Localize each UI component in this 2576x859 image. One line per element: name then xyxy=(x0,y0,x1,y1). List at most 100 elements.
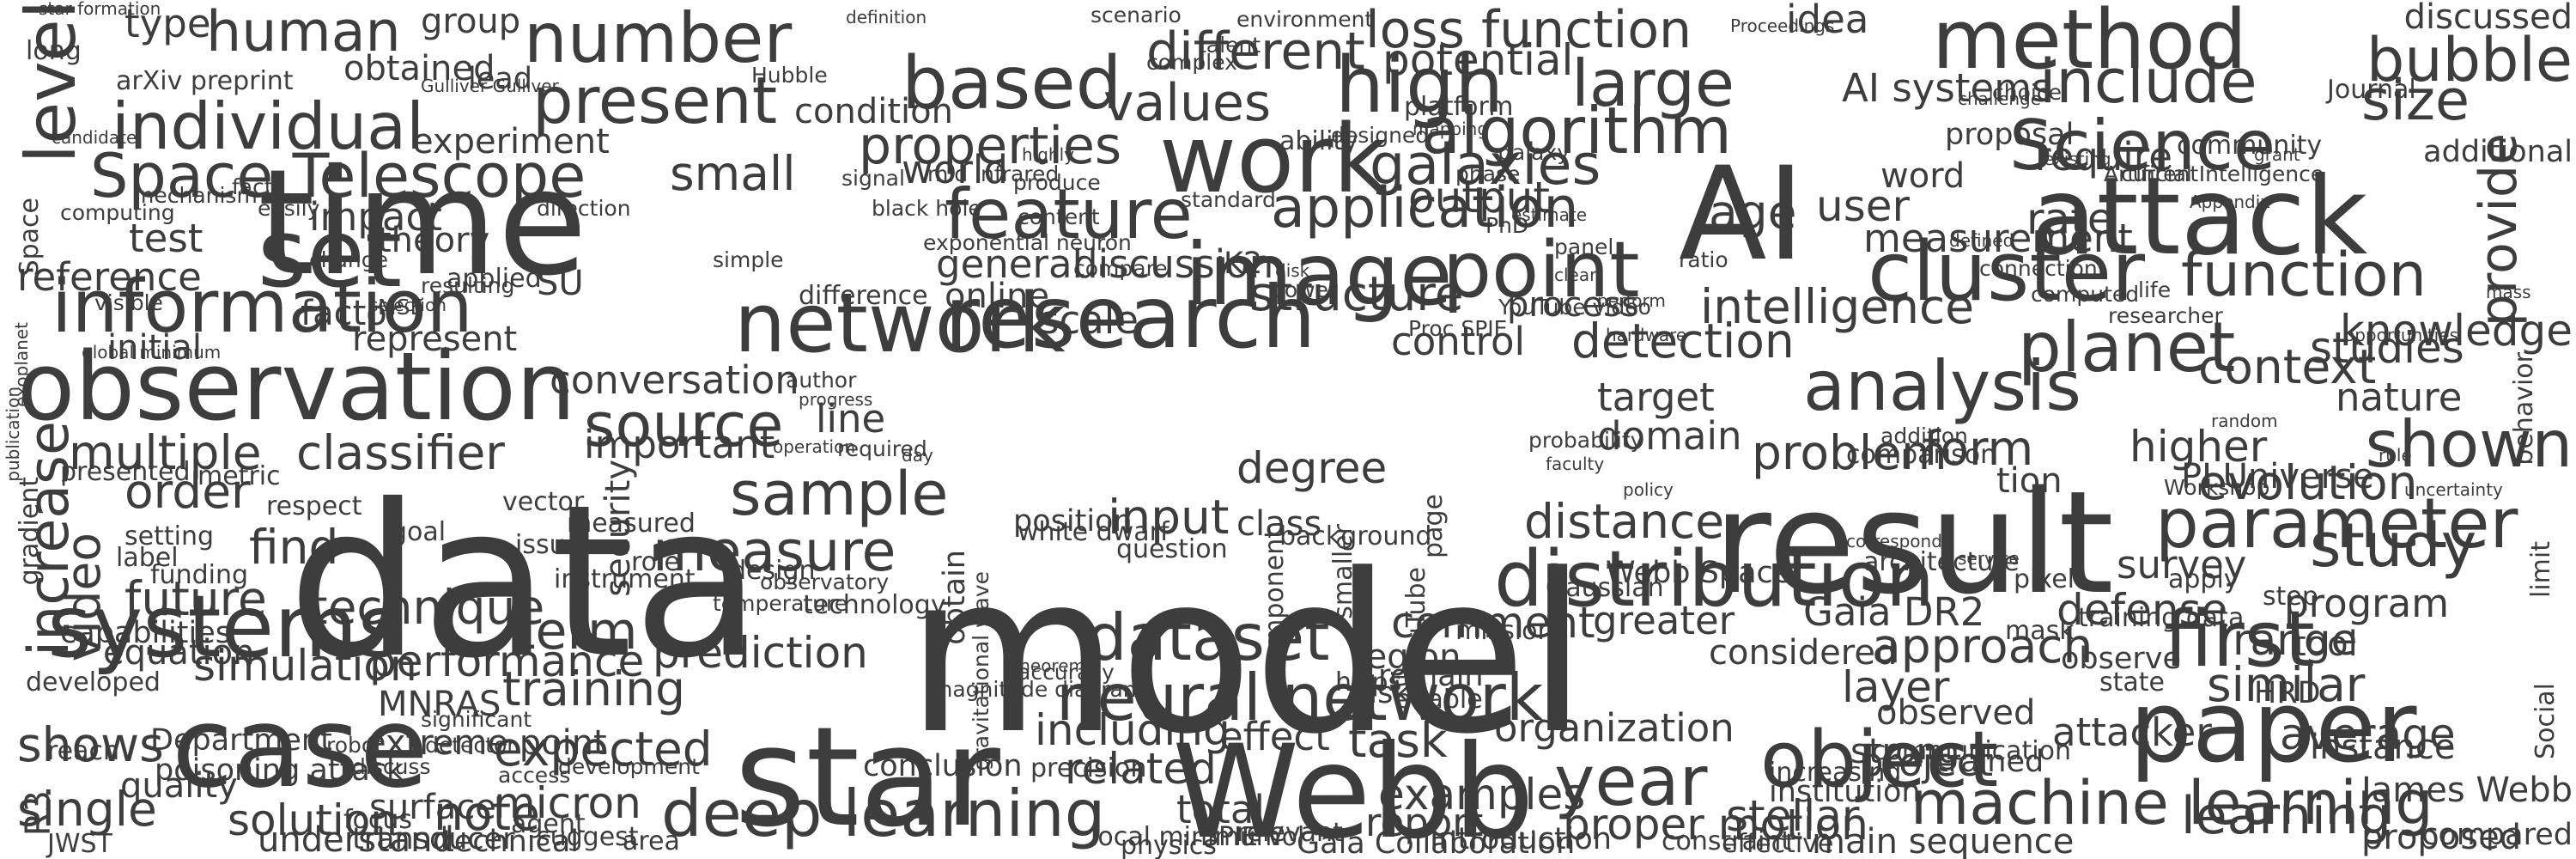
cloud-word: obtained xyxy=(343,49,495,88)
cloud-word: conversation xyxy=(550,357,799,403)
cloud-word: question xyxy=(1116,534,1228,564)
cloud-word: developed xyxy=(26,667,161,698)
cloud-word: trained xyxy=(1936,745,2044,779)
cloud-word: choice xyxy=(1992,80,2062,105)
cloud-word: faculty xyxy=(1546,454,1605,474)
cloud-word: observe xyxy=(2061,642,2182,676)
cloud-word: initial xyxy=(107,328,202,368)
cloud-word: simple xyxy=(713,247,784,272)
cloud-word: word xyxy=(1880,156,1965,196)
cloud-word: James Webb xyxy=(2360,771,2573,810)
cloud-word: object xyxy=(1760,715,1999,805)
cloud-word: suggest xyxy=(537,822,639,852)
cloud-word: shows xyxy=(17,717,164,772)
cloud-word: smaller xyxy=(1328,524,1358,619)
cloud-word: applied xyxy=(447,264,542,294)
cloud-word: compare xyxy=(1073,256,1168,281)
cloud-word: accuracy xyxy=(1018,660,1115,685)
cloud-word: mission xyxy=(1455,616,1554,646)
cloud-word: general xyxy=(936,241,1084,287)
cloud-word: age xyxy=(1709,185,1797,240)
cloud-word: attack xyxy=(2031,155,2368,279)
cloud-word: require xyxy=(2035,134,2172,180)
cloud-word: present xyxy=(532,63,778,138)
cloud-word: examples xyxy=(1378,770,1586,819)
cloud-word: life xyxy=(2138,277,2172,302)
cloud-word: target xyxy=(1597,375,1715,420)
cloud-word: mass xyxy=(2486,282,2531,302)
cloud-word: observatory xyxy=(760,570,890,594)
cloud-word: definition xyxy=(846,7,927,27)
cloud-word: note xyxy=(434,786,540,841)
cloud-word: state xyxy=(2099,667,2165,698)
cloud-word: relevant xyxy=(1236,818,1343,848)
cloud-word: designed xyxy=(1331,123,1430,148)
cloud-word: find xyxy=(249,520,339,575)
cloud-word: clear xyxy=(1554,265,1597,285)
cloud-word: YouTube video xyxy=(1498,295,1651,320)
cloud-word: condition xyxy=(794,92,953,131)
cloud-word: https xyxy=(1335,667,1402,698)
cloud-word: multiple xyxy=(69,425,262,480)
cloud-word: environment xyxy=(1236,7,1374,32)
cloud-word: conclusion xyxy=(863,749,1023,783)
cloud-word: apply xyxy=(2168,564,2239,594)
cloud-word: K2 xyxy=(1224,247,1263,281)
cloud-word: paper xyxy=(2129,670,2417,785)
cloud-word: intelligence xyxy=(1700,279,1975,334)
cloud-word: white dwarf xyxy=(1018,517,1170,547)
cloud-word: issue xyxy=(515,530,582,560)
cloud-word: network xyxy=(734,277,1066,371)
cloud-word: similar xyxy=(2207,657,2366,712)
cloud-word: dataset xyxy=(1086,600,1330,675)
cloud-word: effect xyxy=(1219,714,1330,759)
cloud-word: complex xyxy=(1146,50,1237,75)
cloud-word: detection xyxy=(1571,314,1795,369)
cloud-word: detector xyxy=(425,733,516,758)
cloud-word: context xyxy=(2198,339,2377,394)
cloud-word: classifier xyxy=(296,425,505,480)
cloud-word: area xyxy=(623,826,680,856)
cloud-word: based xyxy=(902,41,1122,126)
cloud-word: potential xyxy=(1382,35,1574,85)
cloud-word: mechanism xyxy=(133,183,258,208)
cloud-word: solution xyxy=(228,795,398,845)
cloud-word: existing xyxy=(2044,149,2111,169)
cloud-word: measure xyxy=(653,520,896,584)
cloud-word: grant xyxy=(2254,144,2300,165)
cloud-word: Department xyxy=(150,723,332,758)
cloud-word: large xyxy=(1571,46,1735,121)
cloud-word: result xyxy=(1713,460,2114,625)
blank-area xyxy=(1631,460,1739,490)
cloud-word: domain xyxy=(1597,413,1742,459)
cloud-word: performance xyxy=(369,637,645,686)
cloud-word: loss function xyxy=(1365,0,1692,60)
cloud-word: set xyxy=(258,198,403,308)
cloud-word: estimate xyxy=(1511,204,1588,225)
cloud-word: day xyxy=(902,445,933,466)
cloud-word: individual xyxy=(112,88,424,164)
cloud-word: defined xyxy=(1949,230,2014,251)
cloud-word: understand xyxy=(258,820,454,859)
cloud-word: tion xyxy=(1996,461,2063,501)
cloud-word: project xyxy=(1859,740,1994,785)
cloud-word: risk xyxy=(1357,676,1411,710)
cloud-word: metric xyxy=(197,461,281,491)
cloud-word: bubble xyxy=(2366,25,2573,95)
cloud-word: idea xyxy=(1786,0,1869,42)
cloud-word: visible xyxy=(94,290,163,315)
cloud-word: component xyxy=(1260,528,1290,674)
cloud-word: galaxies xyxy=(1370,133,1601,198)
cloud-word: learning xyxy=(2181,786,2391,846)
cloud-word: arXiv preprint xyxy=(116,66,294,96)
cloud-word: highly xyxy=(1022,144,1074,165)
cloud-word: Science xyxy=(2009,106,2276,186)
cloud-word: funding xyxy=(150,560,249,590)
cloud-word: Workshop xyxy=(2164,475,2270,500)
cloud-word: future xyxy=(125,571,267,626)
cloud-word: remain xyxy=(1378,659,1484,693)
cloud-word: opportunities xyxy=(2344,325,2458,345)
cloud-word: uncertainty xyxy=(2404,479,2503,500)
cloud-word: gravitational wave xyxy=(969,571,993,771)
cloud-word: higher xyxy=(2129,422,2268,472)
